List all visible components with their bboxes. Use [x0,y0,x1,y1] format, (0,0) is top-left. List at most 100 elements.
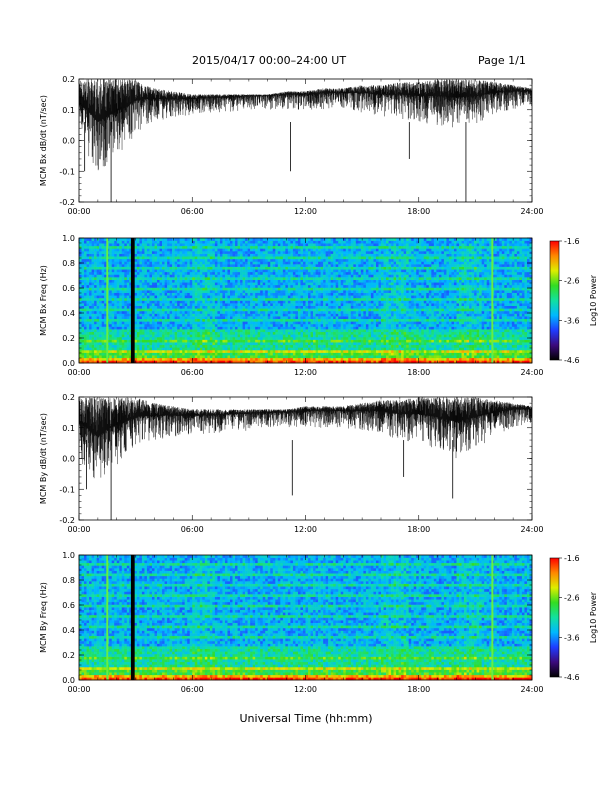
spectrogram-cell [302,251,306,254]
spectrogram-cell [292,290,296,293]
spectrogram-cell [282,264,286,267]
spectrogram-cell [99,253,102,257]
spectrogram-cell [134,300,138,304]
spectrogram-cell [164,256,168,260]
spectrogram-cell [141,347,145,351]
spectrogram-cell [245,334,248,338]
spectrogram-cell [126,349,130,353]
spectrogram-cell [141,295,145,299]
spectrogram-cell [134,277,138,280]
spectrogram-cell [179,290,183,293]
spectrogram-cell [119,256,123,260]
spectrogram-cell [154,295,158,299]
spectrogram-cell [222,261,226,265]
spectrogram-cell [99,248,102,252]
spectrogram-cell [94,256,97,260]
spectrogram-cell [227,269,231,273]
spectrogram-cell [204,329,208,333]
spectrogram-cell [124,342,128,346]
spectrogram-cell [227,318,231,322]
spectrogram-cell [94,305,97,309]
spectrogram-cell [174,248,178,252]
spectrogram-cell [302,342,306,346]
spectrogram-cell [194,253,198,257]
spectrogram-cell [250,264,253,267]
spectrogram-cell [84,318,87,322]
spectrogram-cell [320,329,324,333]
spectrogram-cell [177,287,180,291]
spectrogram-cell [149,245,153,249]
spectrogram-cell [255,238,258,241]
spectrogram-cell [320,305,324,309]
spectrogram-cell [227,277,231,280]
spectrogram-cell [96,287,100,291]
spectrogram-cell [182,334,185,338]
spectrogram-cell [204,287,208,291]
spectrogram-cell [86,336,90,340]
spectrogram-cell [287,243,291,247]
spectrogram-cell [86,290,90,293]
spectrogram-cell [315,269,319,273]
spectrogram-cell [235,261,238,265]
spectrogram-cell [272,245,276,249]
spectrogram-cell [146,355,150,359]
spectrogram-cell [308,352,311,356]
spectrogram-cell [99,310,102,314]
spectrogram-cell [275,279,279,283]
spectrogram-cell [222,331,226,335]
spectrogram-cell [99,347,102,351]
spectrogram-cell [272,251,276,254]
spectrogram-cell [111,347,115,351]
spectrogram-cell [199,269,203,273]
spectrogram-cell [267,334,271,338]
spectrogram-cell [265,347,269,351]
spectrogram-cell [94,253,97,257]
spectrogram-cell [91,334,95,338]
spectrogram-cell [177,342,180,346]
spectrogram-cell [179,318,183,322]
spectrogram-cell [167,342,170,346]
spectrogram-cell [224,261,228,265]
spectrogram-cell [265,344,269,348]
spectrogram-cell [81,277,85,280]
spectrogram-cell [257,240,261,244]
spectrogram-cell [333,336,336,340]
spectrogram-cell [262,266,266,270]
spectrogram-cell [285,266,289,270]
spectrogram-cell [169,334,173,338]
spectrogram-cell [277,360,281,364]
spectrogram-cell [144,355,148,359]
spectrogram-cell [164,292,168,296]
spectrogram-cell [84,243,87,247]
spectrogram-cell [252,282,256,286]
spectrogram-cell [222,347,226,351]
spectrogram-cell [222,303,226,306]
spectrogram-cell [323,297,326,301]
spectrogram-cell [257,329,261,333]
spectrogram-cell [91,326,95,330]
spectrogram-cell [89,245,92,249]
spectrogram-cell [287,352,291,356]
spectrogram-cell [157,271,160,275]
spectrogram-cell [199,279,203,283]
spectrogram-cell [305,253,309,257]
spectrogram-cell [245,326,248,330]
spectrogram-cell [94,277,97,280]
spectrogram-cell [114,256,118,260]
spectrogram-cell [139,347,143,351]
spectrogram-cell [159,297,163,301]
spectrogram-cell [194,357,198,361]
spectrogram-cell [139,290,143,293]
spectrogram-cell [199,303,203,306]
spectrogram-cell [270,297,274,301]
spectrogram-cell [94,284,97,288]
spectrogram-cell [272,271,276,275]
spectrogram-cell [300,360,304,364]
spectrogram-cell [222,336,226,340]
spectrogram-cell [212,251,216,254]
spectrogram-cell [300,321,304,325]
spectrogram-cell [305,321,309,325]
spectrogram-cell [235,292,238,296]
spectrogram-cell [267,240,271,244]
spectrogram-cell [310,277,314,280]
